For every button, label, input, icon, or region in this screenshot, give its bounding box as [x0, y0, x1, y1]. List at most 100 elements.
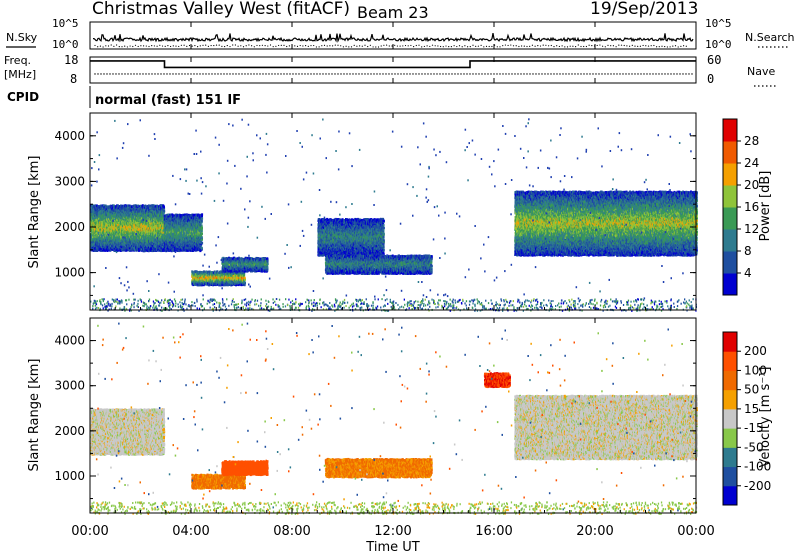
nsearch-dot: [445, 45, 446, 46]
nave-dot: [535, 73, 536, 74]
nave-dot: [538, 73, 539, 74]
nave-dot: [184, 73, 185, 74]
nsearch-dot: [294, 45, 295, 46]
nave-dot: [307, 73, 308, 74]
nave-dot: [388, 73, 389, 74]
nave-dot: [223, 73, 224, 74]
nave-dot: [94, 73, 95, 74]
nave-dot: [304, 73, 305, 74]
nsearch-dot: [435, 45, 436, 46]
nsearch-dot: [375, 46, 376, 47]
nsearch-dot: [97, 46, 98, 47]
nave-dot: [334, 73, 335, 74]
nsearch-dot: [270, 44, 271, 45]
nave-dot: [673, 73, 674, 74]
nave-dot: [343, 73, 344, 74]
nsearch-dot: [121, 46, 122, 47]
nave-dot: [679, 73, 680, 74]
nave-dot: [226, 73, 227, 74]
nsearch-dot: [132, 46, 133, 47]
nave-dot: [568, 73, 569, 74]
nsearch-dot: [324, 45, 325, 46]
nsearch-dot: [124, 46, 125, 47]
nave-dot: [169, 73, 170, 74]
nsearch-dot: [670, 46, 671, 47]
nsearch-dot: [605, 46, 606, 47]
nsearch-dot: [580, 46, 581, 47]
nave-dot: [676, 73, 677, 74]
nave-dot: [322, 73, 323, 74]
nave-dot: [607, 73, 608, 74]
nave-dot: [400, 73, 401, 74]
nsearch-dot: [391, 45, 392, 46]
nsearch-dot: [648, 45, 649, 46]
nave-dot: [670, 73, 671, 74]
nave-dot: [643, 73, 644, 74]
nsearch-dot: [359, 45, 360, 46]
nave-dot: [628, 73, 629, 74]
nsearch-dot: [254, 46, 255, 47]
nave-dot: [616, 73, 617, 74]
nave-dot: [556, 73, 557, 74]
nsearch-dot: [478, 46, 479, 47]
nsearch-dot: [310, 45, 311, 46]
nsearch-dot: [178, 46, 179, 47]
nsearch-dot: [543, 44, 544, 45]
nave-dot: [157, 73, 158, 74]
nave-dot: [436, 73, 437, 74]
nave-dot: [103, 73, 104, 74]
nsearch-dot: [275, 46, 276, 47]
nsearch-dot: [148, 46, 149, 47]
nave-dot: [331, 73, 332, 74]
nsearch-dot: [570, 46, 571, 47]
nsearch-dot: [664, 46, 665, 47]
nave-dot: [97, 73, 98, 74]
nsearch-dot: [667, 46, 668, 47]
nsky-trace: [93, 33, 693, 41]
nave-dot: [424, 73, 425, 74]
nsearch-dot: [578, 44, 579, 45]
nave-dot: [493, 73, 494, 74]
nsearch-dot: [410, 45, 411, 46]
nsearch-dot: [100, 45, 101, 46]
nsearch-dot: [497, 46, 498, 47]
nsearch-dot: [483, 46, 484, 47]
nsearch-dot: [219, 44, 220, 45]
nsearch-dot: [205, 45, 206, 46]
nsearch-dot: [130, 45, 131, 46]
nsearch-dot: [370, 45, 371, 46]
nave-tick-low: 0: [707, 72, 714, 86]
nave-dot: [232, 73, 233, 74]
nave-dot: [598, 73, 599, 74]
nsearch-dot: [440, 46, 441, 47]
nave-dot: [130, 73, 131, 74]
nave-dot: [601, 73, 602, 74]
nave-dot: [523, 73, 524, 74]
nsearch-dot: [192, 46, 193, 47]
nsearch-dot: [346, 46, 347, 47]
nave-dot: [547, 73, 548, 74]
nave-dot: [271, 73, 272, 74]
nave-dot: [355, 73, 356, 74]
nsearch-dot: [340, 45, 341, 46]
nave-dot: [241, 73, 242, 74]
nsearch-dot: [200, 45, 201, 46]
nsearch-dot: [281, 45, 282, 46]
nsearch-dot: [251, 45, 252, 46]
nave-dot: [127, 73, 128, 74]
nsearch-dot: [127, 46, 128, 47]
nsearch-dot: [505, 44, 506, 45]
nave-dot: [688, 73, 689, 74]
nsearch-dot: [675, 45, 676, 46]
power-scatter: [90, 118, 698, 312]
nsearch-dot: [337, 45, 338, 46]
nave-dot: [295, 73, 296, 74]
nsearch-dot: [448, 46, 449, 47]
nave-dot: [433, 73, 434, 74]
nsearch-dot: [319, 46, 320, 47]
nave-dot: [649, 73, 650, 74]
nsearch-dot: [140, 45, 141, 46]
nsky-label: N.Sky: [6, 31, 38, 44]
nave-dot: [469, 73, 470, 74]
